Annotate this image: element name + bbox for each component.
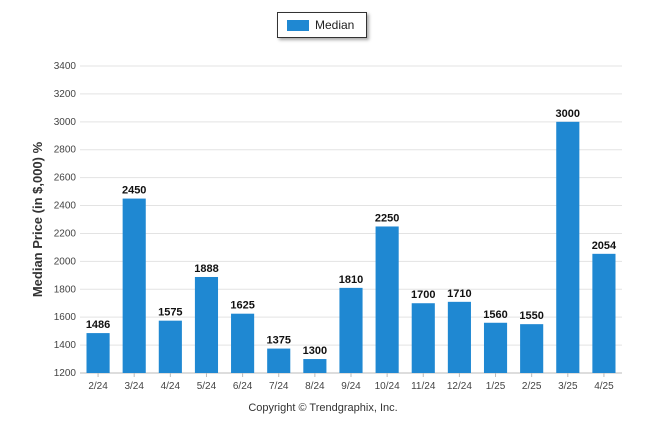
bar xyxy=(411,303,435,373)
bar xyxy=(339,287,363,373)
data-label: 1300 xyxy=(303,345,327,357)
x-tick-label: 8/24 xyxy=(305,381,325,392)
x-tick-label: 11/24 xyxy=(411,381,436,392)
bar xyxy=(86,333,110,373)
y-tick-label: 1200 xyxy=(54,368,77,379)
bar xyxy=(194,276,219,373)
data-label: 1625 xyxy=(230,300,254,312)
bar xyxy=(556,121,580,374)
x-tick-label: 3/25 xyxy=(558,381,578,392)
x-tick-label: 4/25 xyxy=(594,381,614,392)
x-tick-label: 10/24 xyxy=(375,381,400,392)
x-tick-label: 12/24 xyxy=(447,381,472,392)
y-tick-label: 3200 xyxy=(54,89,77,100)
y-tick-label: 2200 xyxy=(54,228,77,239)
x-tick-label: 6/24 xyxy=(233,381,253,392)
bar xyxy=(375,226,399,373)
data-label: 1700 xyxy=(411,289,435,301)
x-tick-label: 2/25 xyxy=(522,381,542,392)
data-label: 2250 xyxy=(375,212,399,224)
data-label: 1575 xyxy=(158,307,182,319)
y-tick-label: 3400 xyxy=(54,61,77,72)
data-label: 3000 xyxy=(556,108,580,120)
data-label: 1810 xyxy=(339,274,363,286)
legend-swatch xyxy=(287,19,309,31)
data-label: 2450 xyxy=(122,185,146,197)
bar xyxy=(483,322,508,373)
bar xyxy=(231,313,255,373)
bar xyxy=(122,198,146,373)
bar xyxy=(592,253,616,373)
copyright-footer: Copyright © Trendgraphix, Inc. xyxy=(248,402,398,414)
x-tick-label: 5/24 xyxy=(197,381,217,392)
bar xyxy=(520,324,544,373)
data-label: 1550 xyxy=(519,310,543,322)
x-tick-label: 1/25 xyxy=(486,381,506,392)
data-label: 1486 xyxy=(86,319,110,331)
legend-label-median: Median xyxy=(315,18,355,32)
data-label: 1710 xyxy=(447,288,471,300)
bar xyxy=(158,320,182,373)
data-label: 1888 xyxy=(194,263,218,275)
x-tick-label: 2/24 xyxy=(88,381,108,392)
y-tick-label: 2800 xyxy=(54,145,77,156)
bar xyxy=(267,348,291,373)
y-tick-label: 2000 xyxy=(54,256,77,267)
data-label: 2054 xyxy=(592,240,617,252)
x-tick-label: 3/24 xyxy=(124,381,144,392)
x-tick-label: 9/24 xyxy=(341,381,361,392)
bar xyxy=(447,301,471,373)
y-tick-label: 2400 xyxy=(54,201,77,212)
x-tick-label: 7/24 xyxy=(269,381,289,392)
legend: Median xyxy=(277,12,367,38)
data-label: 1560 xyxy=(483,309,507,321)
y-tick-label: 1800 xyxy=(54,284,77,295)
data-label: 1375 xyxy=(266,335,290,347)
y-tick-label: 1400 xyxy=(54,340,77,351)
y-tick-label: 1600 xyxy=(54,312,77,323)
y-tick-label: 3000 xyxy=(54,117,77,128)
y-axis-title: Median Price (in $,000) % xyxy=(30,141,45,297)
x-tick-label: 4/24 xyxy=(161,381,181,392)
y-tick-label: 2600 xyxy=(54,173,77,184)
bar xyxy=(303,359,327,373)
